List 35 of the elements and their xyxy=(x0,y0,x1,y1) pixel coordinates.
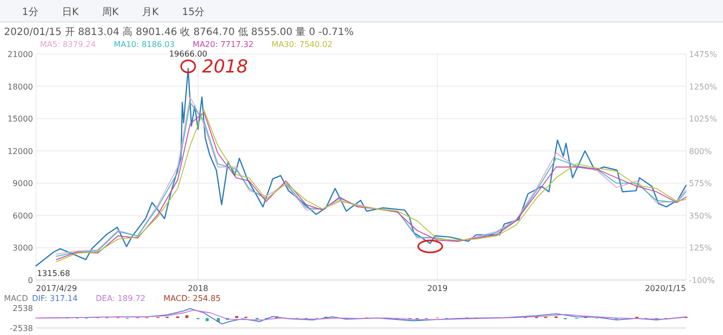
y-tick-label: 12000 xyxy=(8,146,33,156)
y-tick-label: 9000 xyxy=(12,179,33,188)
text: MA10: 8186.03 xyxy=(114,40,175,49)
y2-tick-label: -100% xyxy=(689,276,716,285)
text: MA5: 8379.24 xyxy=(40,40,96,49)
series-label: MACD: 254.85 xyxy=(164,294,221,303)
y-tick-label: 21000 xyxy=(8,50,33,59)
chart-title: MACD xyxy=(4,294,28,303)
x-tick-label: 2017/4/29 xyxy=(36,284,78,293)
y2-tick-label: 1475% xyxy=(689,50,718,59)
y-tick-label: 3000 xyxy=(12,244,33,253)
series-label: DIF: 317.14 xyxy=(32,294,78,303)
x-tick-label: 2019 xyxy=(427,284,448,293)
y-tick-label: 6000 xyxy=(12,211,33,220)
y2-tick-label: 350% xyxy=(689,211,712,220)
y-tick-label: 2538 xyxy=(12,304,33,313)
annotation: 2018 xyxy=(202,56,248,78)
x-tick-label: 2020/1/15 xyxy=(644,284,686,293)
tab-bar: 1分 日K 周K 月K 15分 xyxy=(0,0,723,22)
y-tick-label: -2538 xyxy=(10,324,33,333)
y2-tick-label: 575% xyxy=(689,179,712,188)
text: MA30: 7540.02 xyxy=(272,40,332,49)
text: MA20: 7717.32 xyxy=(192,40,254,49)
y2-tick-label: 1250% xyxy=(689,82,718,92)
y2-tick-label: 1025% xyxy=(689,114,718,124)
y-tick-label: 15000 xyxy=(8,114,33,124)
y-tick-label: 0 xyxy=(28,276,33,285)
annotation: 1315.68 xyxy=(37,268,70,278)
series-label: DEA: 189.72 xyxy=(96,294,146,303)
chart-subtitle: 2020/01/15 开 8813.04 高 8901.46 收 8764.70 低 8555.00 量 0 -0.71% xyxy=(4,26,354,38)
y-tick-label: 18000 xyxy=(8,82,33,92)
x-tick-label: 2018 xyxy=(188,284,208,293)
y2-tick-label: 800% xyxy=(689,146,712,156)
y2-tick-label: 125% xyxy=(689,244,712,253)
annotation: 19666.00 xyxy=(169,49,208,58)
